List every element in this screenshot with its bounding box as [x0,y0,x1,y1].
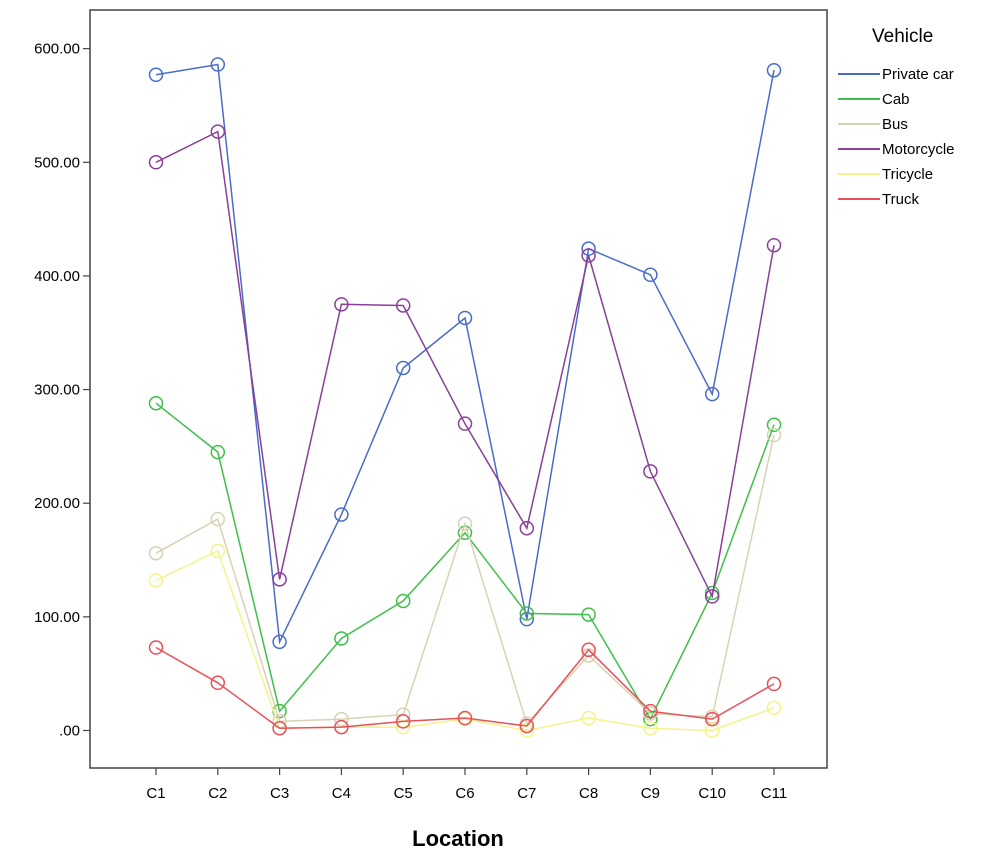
data-point-cab [148,395,164,411]
series-line-bus [155,434,775,726]
data-point-truck [519,718,535,734]
y-tick-label: 500.00 [34,154,80,171]
x-tick-label: C9 [641,785,660,802]
data-point-truck [457,710,473,726]
data-point-bus [766,427,782,443]
data-point-tricycle [581,710,596,726]
legend-title: Vehicle [872,26,933,47]
data-point-motorcycle [395,298,411,313]
data-point-truck [148,640,164,655]
series-line-private-car [155,63,775,645]
data-point-cab [581,607,596,622]
data-point-bus [457,516,473,531]
data-point-private-car [334,507,349,522]
x-tick-label: C6 [455,785,474,802]
data-point-bus [334,711,349,727]
y-tick-label: 400.00 [34,268,80,285]
y-tick-label: 600.00 [34,41,80,58]
data-point-bus [148,545,164,561]
data-point-tricycle [766,700,782,716]
data-point-tricycle [643,720,658,736]
series-private-car [148,57,782,650]
data-point-truck [643,703,658,719]
data-point-private-car [210,57,226,72]
x-tick-label: C5 [394,785,413,802]
data-point-tricycle [148,573,164,588]
data-point-motorcycle [272,572,287,587]
y-tick-label: 100.00 [34,609,80,626]
series-layer [148,57,782,738]
data-point-private-car [766,62,782,78]
legend-label-tricycle: Tricycle [882,166,933,183]
data-point-tricycle [395,719,411,735]
y-tick-label: 200.00 [34,495,80,512]
legend-label-bus: Bus [882,116,908,133]
legend-label-cab: Cab [882,91,910,108]
data-point-truck [210,675,226,691]
data-point-cab [457,525,473,541]
data-point-private-car [643,267,658,283]
data-point-cab [704,585,720,601]
data-point-motorcycle [643,464,658,479]
x-tick-label: C4 [332,785,351,802]
data-point-truck [704,711,720,727]
series-line-truck [155,646,775,729]
data-point-cab [395,593,411,609]
data-point-private-car [581,241,596,256]
x-axis-label: Location [412,826,504,851]
y-tick-label: .00 [59,722,80,739]
data-point-private-car [148,67,164,83]
data-point-private-car [457,310,473,326]
data-point-motorcycle [519,520,535,536]
data-point-truck [272,720,287,736]
data-point-truck [766,676,782,692]
legend-label-private-car: Private car [882,66,954,83]
data-point-cab [334,631,349,646]
data-point-truck [334,719,349,735]
series-line-motorcycle [155,130,775,599]
data-point-cab [766,417,782,433]
y-tick-label: 300.00 [34,382,80,399]
data-point-tricycle [210,543,226,559]
data-point-cab [210,444,226,460]
data-point-private-car [272,634,287,650]
series-line-tricycle [155,549,775,732]
data-point-tricycle [704,723,720,738]
data-point-truck [395,714,411,729]
x-tick-label: C3 [270,785,289,802]
data-point-truck [581,642,596,658]
x-tick-label: C11 [761,785,787,802]
x-tick-label: C2 [208,785,227,802]
legend-label-truck: Truck [882,191,919,208]
series-truck [148,640,782,736]
x-tick-label: C1 [146,785,165,802]
data-point-motorcycle [766,237,782,253]
data-point-tricycle [519,723,535,738]
series-tricycle [148,543,782,738]
data-point-cab [519,606,535,621]
series-line-cab [155,402,775,721]
data-point-motorcycle [148,155,164,170]
data-point-motorcycle [457,416,473,431]
data-point-motorcycle [334,297,349,312]
x-tick-label: C10 [698,785,726,802]
x-axis: C1 C2 C3 C4 C5 C6 C7 C8 C9 C10 C11 [146,768,787,802]
x-tick-label: C7 [517,785,536,802]
data-point-private-car [395,360,411,376]
data-point-motorcycle [210,124,226,139]
data-point-motorcycle [581,248,596,263]
y-axis: .00 100.00 200.00 300.00 400.00 500.00 600.00 [34,41,90,739]
data-point-motorcycle [704,589,720,604]
x-tick-label: C8 [579,785,598,802]
data-point-bus [210,511,226,527]
legend: Vehicle Private car Cab Bus Motorcycle Tricy… [838,26,955,208]
data-point-private-car [704,386,720,402]
series-motorcycle [148,124,782,604]
legend-label-motorcycle: Motorcycle [882,141,955,158]
